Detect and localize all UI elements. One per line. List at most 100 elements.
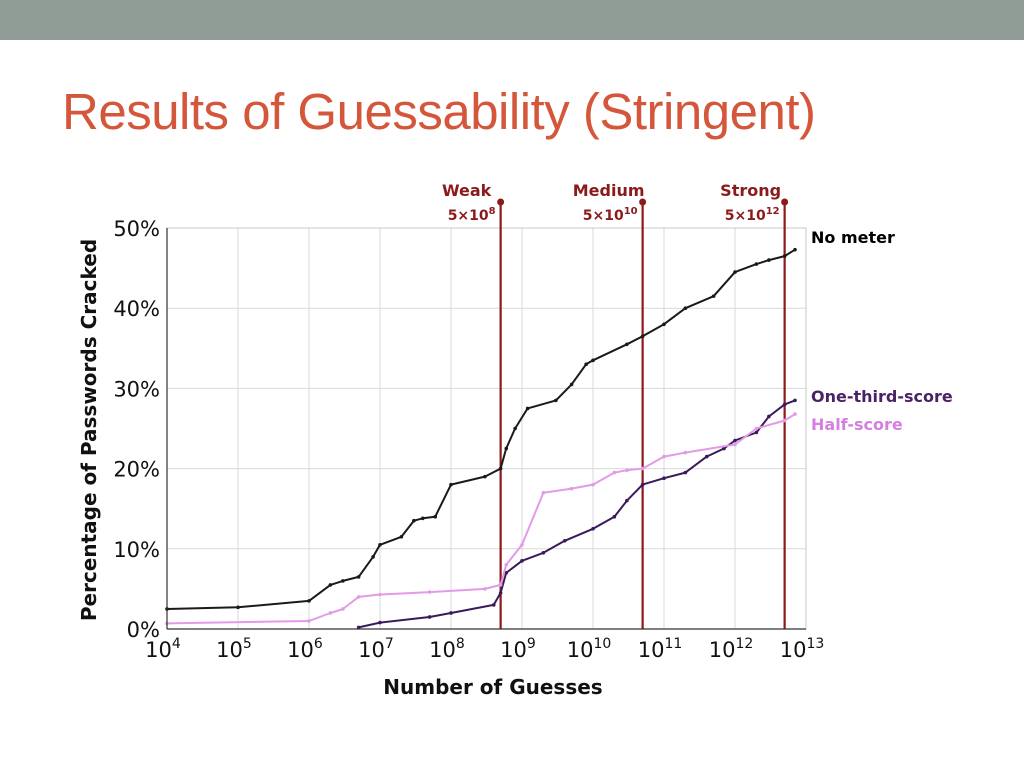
data-point-one-third-score [733, 438, 737, 443]
data-point-half-score [328, 611, 333, 615]
labels: Weak 5×108 Medium 5×1010 Strong 5×1012 104 105 1… [77, 181, 953, 699]
data-point-half-score [782, 418, 787, 423]
y-tick-label: 10% [113, 538, 160, 562]
data-point-half-score [307, 619, 311, 623]
data-point-one-third-score [782, 402, 787, 407]
data-point-half-score [483, 587, 487, 591]
data-point-one-third-score [662, 476, 666, 481]
data-point-no-meter [371, 555, 375, 559]
data-point-half-score [683, 450, 688, 455]
y-tick-label: 40% [113, 297, 160, 321]
data-point-no-meter [504, 446, 509, 451]
data-point-one-third-score [754, 430, 759, 435]
plot-frame [166, 227, 807, 630]
x-tick-label: 107 [358, 636, 394, 662]
x-tick-label: 1011 [638, 636, 683, 662]
data-point-one-third-score [562, 538, 567, 543]
series-label-one-third-score: One-third-score [811, 387, 953, 406]
threshold-name-strong: Strong [720, 181, 781, 200]
data-point-one-third-score [704, 454, 709, 459]
data-point-no-meter [554, 398, 558, 403]
data-point-half-score [640, 466, 645, 471]
threshold-value-medium: 5×1010 [583, 206, 638, 224]
data-point-half-score [793, 412, 797, 416]
data-point-one-third-score [498, 591, 503, 595]
data-point-no-meter [640, 334, 645, 339]
y-tick-label: 0% [127, 618, 160, 642]
data-point-no-meter [449, 482, 453, 487]
data-point-one-third-score [683, 470, 688, 475]
grid [166, 227, 807, 630]
data-point-half-score [591, 482, 595, 487]
data-point-one-third-score [591, 526, 595, 531]
data-point-no-meter [625, 342, 629, 347]
threshold-name-weak: Weak [442, 181, 492, 200]
threshold-marker-strong [781, 198, 789, 206]
y-axis-label: Percentage of Passwords Cracked [77, 239, 101, 621]
data-point-one-third-score [449, 611, 453, 615]
data-point-no-meter [356, 575, 361, 579]
data-point-half-score [541, 490, 546, 495]
data-point-half-score [754, 426, 759, 431]
threshold-name-medium: Medium [573, 181, 645, 200]
data-point-no-meter [683, 306, 688, 311]
data-point-no-meter [513, 426, 517, 431]
data-point-one-third-score [793, 398, 797, 403]
data-point-no-meter [569, 382, 574, 387]
y-tick-label: 50% [113, 217, 160, 241]
data-point-no-meter [236, 605, 240, 610]
data-point-no-meter [662, 322, 666, 327]
x-tick-label: 109 [500, 636, 536, 662]
data-point-half-score [662, 454, 666, 459]
data-point-no-meter [525, 406, 530, 411]
data-point-no-meter [584, 362, 588, 367]
data-point-one-third-score [625, 498, 629, 503]
x-tick-label: 1012 [709, 636, 754, 662]
data-point-half-score [498, 583, 503, 587]
threshold-value-strong: 5×1012 [725, 206, 780, 224]
x-tick-label: 108 [429, 636, 465, 662]
x-tick-label: 106 [287, 636, 323, 662]
data-point-half-score [504, 563, 509, 567]
data-point-one-third-score [356, 625, 361, 630]
data-point-no-meter [399, 534, 404, 539]
data-point-no-meter [378, 542, 382, 547]
data-point-one-third-score [504, 571, 509, 575]
data-point-no-meter [782, 254, 787, 258]
data-point-half-score [356, 595, 361, 599]
data-point-no-meter [733, 270, 737, 274]
data-point-half-score [341, 607, 345, 611]
data-point-no-meter [328, 583, 333, 587]
axes [166, 228, 806, 630]
data-point-half-score [733, 442, 737, 447]
data-point-no-meter [498, 466, 503, 471]
data-point-one-third-score [541, 551, 546, 555]
x-tick-label: 104 [145, 636, 181, 662]
x-tick-label: 1013 [780, 636, 825, 662]
series-label-half-score: Half-score [811, 415, 903, 434]
data-point-no-meter [793, 247, 797, 252]
data-point-no-meter [433, 514, 438, 519]
data-point-no-meter [420, 516, 425, 521]
data-point-no-meter [711, 294, 716, 298]
y-tick-label: 30% [113, 377, 160, 401]
data-point-half-score [569, 486, 574, 491]
threshold-value-weak: 5×108 [448, 206, 496, 224]
series-line-no-meter [166, 248, 796, 610]
data-point-one-third-score [520, 559, 524, 563]
data-point-no-meter [341, 579, 345, 583]
data-point-one-third-score [378, 620, 382, 625]
data-point-one-third-score [491, 603, 496, 607]
series-line-half-score [166, 413, 796, 625]
data-point-no-meter [412, 518, 416, 523]
top-bar [0, 0, 1024, 40]
data-point-half-score [625, 468, 629, 473]
y-tick-label: 20% [113, 458, 160, 482]
x-tick-label: 105 [216, 636, 252, 662]
data-point-one-third-score [612, 514, 617, 519]
x-axis-label: Number of Guesses [383, 675, 602, 699]
threshold-marker-weak [497, 198, 505, 206]
data-point-half-score [378, 592, 382, 597]
x-tick-label: 1010 [567, 636, 612, 662]
